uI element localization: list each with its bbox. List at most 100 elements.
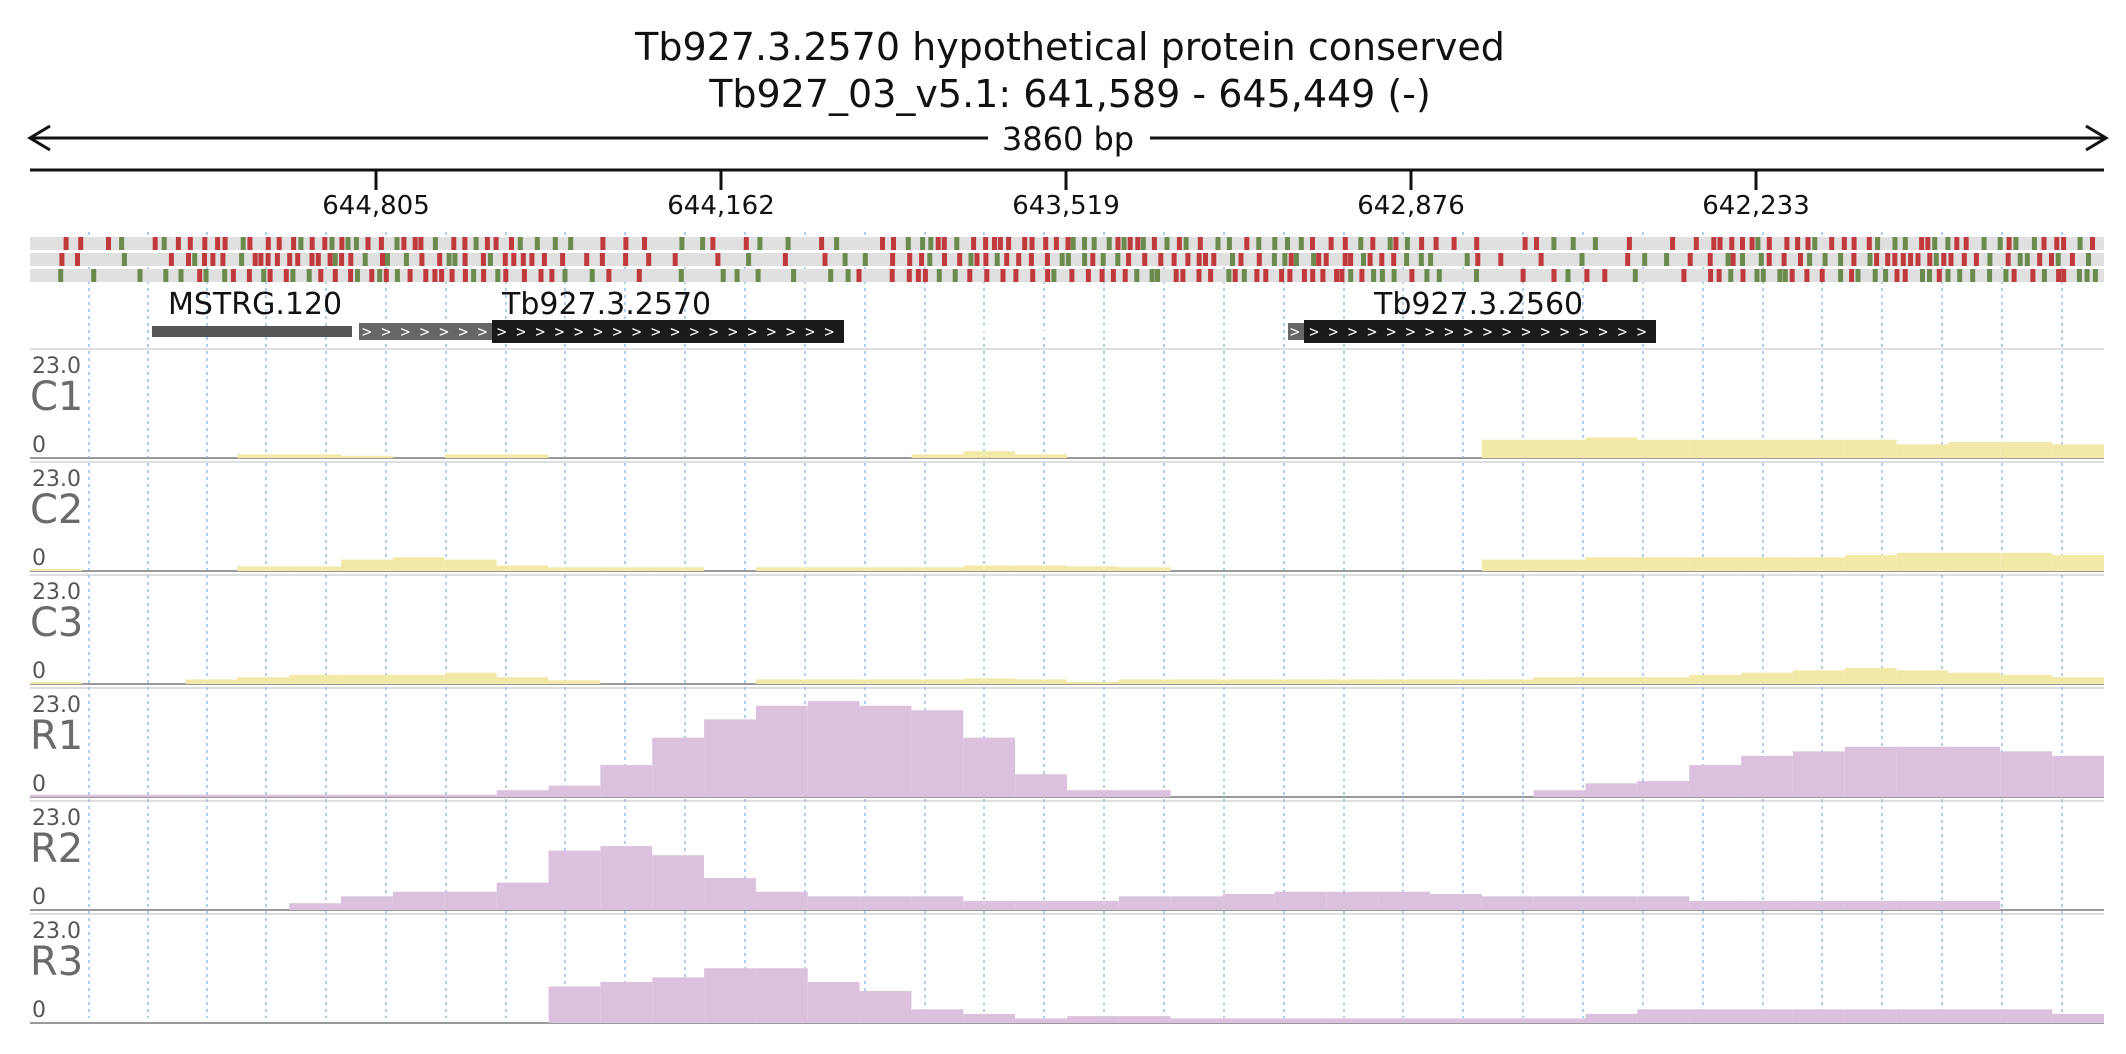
variant-mark (2049, 253, 2054, 266)
coverage-bar (133, 794, 186, 797)
variant-mark (1100, 253, 1106, 266)
coverage-bar (755, 968, 808, 1023)
variant-mark (1158, 253, 1164, 266)
variant-mark (1393, 237, 1399, 250)
coverage-bar (1637, 677, 1690, 684)
variant-mark (309, 253, 315, 266)
variant-mark (2030, 269, 2036, 282)
variant-mark (600, 237, 606, 250)
variant-mark (385, 253, 390, 266)
coverage-bar (1378, 1018, 1430, 1023)
gene-utr-tb927-3-2570 (359, 323, 494, 340)
variant-mark (258, 253, 264, 266)
coverage-bar (1429, 894, 1482, 910)
variant-mark (1451, 237, 1457, 250)
variant-mark (2069, 253, 2075, 266)
variant-mark (1226, 269, 1232, 282)
variant-mark (401, 237, 407, 250)
variant-mark (1625, 253, 1631, 266)
variant-mark (1115, 253, 1121, 266)
variant-mark (161, 237, 167, 250)
variant-mark (1241, 269, 1247, 282)
coverage-bar (1585, 677, 1638, 684)
variant-mark (922, 269, 928, 282)
variant-mark (1892, 253, 1898, 266)
variant-mark (1371, 269, 1377, 282)
track-scale-min: 0 (32, 433, 46, 458)
gene-label: Tb927.3.2570 (501, 287, 711, 322)
coverage-bar (1741, 1009, 1793, 1023)
coverage-bar (185, 794, 238, 797)
variant-mark (2076, 269, 2082, 282)
variant-mark (471, 269, 477, 282)
variant-mark (186, 253, 191, 266)
coverage-bar (1792, 439, 1845, 458)
variant-mark (481, 269, 487, 282)
track-label: R2 (30, 826, 83, 872)
variant-mark (137, 269, 143, 282)
variant-mark (1670, 237, 1676, 250)
coverage-bar (1896, 670, 1949, 684)
coverage-bar (1844, 439, 1897, 458)
variant-mark (1339, 269, 1345, 282)
variant-mark (2041, 237, 2047, 250)
gene-label: Tb927.3.2560 (1373, 287, 1583, 322)
coverage-bar (1274, 891, 1327, 910)
variant-mark (1211, 253, 1217, 266)
variant-mark (785, 237, 791, 250)
variant-mark (984, 269, 990, 282)
variant-mark (1841, 237, 1847, 250)
variant-mark (353, 237, 359, 250)
variant-mark (1874, 253, 1880, 266)
variant-mark (1520, 269, 1526, 282)
variant-mark (315, 253, 321, 266)
variant-mark (1043, 237, 1049, 250)
variant-mark (345, 237, 351, 250)
variant-mark (927, 253, 933, 266)
variant-mark (192, 253, 198, 266)
variant-mark (1570, 237, 1576, 250)
track-scale-max: 23.0 (32, 806, 81, 831)
coverage-bar (1844, 555, 1897, 571)
variant-mark (2006, 237, 2012, 250)
variant-mark (1272, 237, 1278, 250)
coverage-bar (444, 891, 497, 910)
variant-mark (419, 253, 425, 266)
variant-mark (318, 269, 324, 282)
coverage-bar (911, 567, 964, 571)
coverage-bar (807, 981, 860, 1023)
coverage-bar (1015, 454, 1067, 458)
variant-mark (1342, 253, 1348, 266)
variant-mark (163, 269, 169, 282)
variant-mark (1777, 269, 1783, 282)
ruler-tick-label: 643,519 (1012, 191, 1120, 221)
variant-mark (1987, 253, 1993, 266)
variant-mark (1279, 269, 1285, 282)
variant-mark (2037, 253, 2043, 266)
coverage-bar (911, 679, 964, 684)
coverage-bar (1741, 557, 1793, 571)
variant-mark (1798, 253, 1803, 266)
coverage-bar (1741, 672, 1793, 684)
coverage-bar (444, 672, 497, 684)
variant-mark (1838, 269, 1844, 282)
coverage-bar (2000, 674, 2053, 684)
variant-mark (1927, 253, 1933, 266)
coverage-bar (1118, 1016, 1171, 1023)
coverage-bar (81, 794, 134, 797)
variant-mark (1069, 269, 1075, 282)
coverage-bar (1481, 679, 1534, 684)
coverage-bar (1948, 1009, 2001, 1023)
coverage-bar (1015, 900, 1067, 910)
coverage-bar (963, 451, 1016, 458)
variant-mark (1000, 269, 1006, 282)
variant-mark (828, 269, 834, 282)
track-label: C2 (30, 487, 83, 533)
variant-mark (437, 253, 443, 266)
variant-mark (715, 253, 721, 266)
variant-mark (720, 269, 726, 282)
coverage-bar (1067, 681, 1119, 684)
variant-mark (1196, 269, 1202, 282)
variant-mark (734, 269, 740, 282)
